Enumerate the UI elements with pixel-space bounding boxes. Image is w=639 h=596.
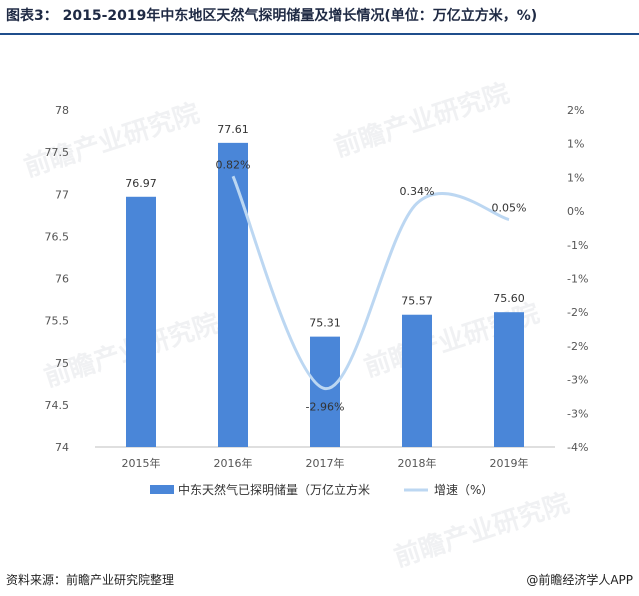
credit-note: @前瞻经济学人APP — [526, 573, 633, 587]
y-left-tick-label: 77 — [55, 188, 69, 201]
bar-data-label: 75.60 — [493, 292, 525, 305]
chart-title: 图表3： 2015-2019年中东地区天然气探明储量及增长情况(单位：万亿立方米… — [6, 8, 538, 24]
x-tick-label: 2018年 — [398, 456, 437, 470]
legend-bar-swatch — [150, 485, 174, 494]
bar — [402, 314, 432, 447]
line-data-label: -2.96% — [306, 401, 345, 414]
y-right-tick-label: 1% — [567, 138, 584, 151]
y-right-tick-label: 0% — [567, 205, 584, 218]
y-right-tick-label: -3% — [567, 407, 588, 420]
x-tick-label: 2016年 — [214, 456, 253, 470]
bar — [218, 142, 248, 448]
legend-line-label: 增速（%） — [434, 483, 493, 497]
title-divider — [0, 33, 639, 35]
y-left-tick-label: 74.5 — [45, 399, 70, 412]
line-data-label: 0.34% — [400, 185, 435, 198]
y-left-tick-label: 75 — [55, 357, 69, 370]
bar-data-label: 77.61 — [217, 123, 249, 136]
bar-data-label: 75.31 — [309, 317, 341, 330]
x-tick-label: 2017年 — [306, 456, 345, 470]
legend-bar-label: 中东天然气已探明储量（万亿立方米 — [178, 482, 370, 497]
line-data-label: 0.82% — [216, 158, 251, 171]
y-right-tick-label: -3% — [567, 374, 588, 387]
y-left-tick-label: 76 — [55, 273, 69, 286]
bar-data-label: 75.57 — [401, 295, 433, 308]
y-left-tick-label: 76.5 — [45, 230, 70, 243]
y-left-tick-label: 78 — [55, 104, 69, 117]
bar — [494, 312, 524, 447]
y-right-tick-label: -1% — [567, 273, 588, 286]
x-tick-label: 2015年 — [122, 456, 161, 470]
line-data-label: 0.05% — [492, 202, 527, 215]
y-left-tick-label: 77.5 — [45, 146, 70, 159]
x-tick-label: 2019年 — [490, 456, 529, 470]
y-right-tick-label: -4% — [567, 441, 588, 454]
y-left-tick-label: 75.5 — [45, 315, 70, 328]
growth-line — [231, 175, 510, 391]
y-right-tick-label: 1% — [567, 171, 584, 184]
y-right-tick-label: -2% — [567, 306, 588, 319]
y-right-tick-label: -1% — [567, 239, 588, 252]
y-right-tick-label: 2% — [567, 104, 584, 117]
bar — [126, 196, 156, 447]
bar-data-label: 76.97 — [125, 177, 157, 190]
y-left-tick-label: 74 — [55, 441, 69, 454]
source-note: 资料来源：前瞻产业研究院整理 — [6, 573, 175, 587]
bar — [310, 336, 340, 447]
y-right-tick-label: -2% — [567, 340, 588, 353]
